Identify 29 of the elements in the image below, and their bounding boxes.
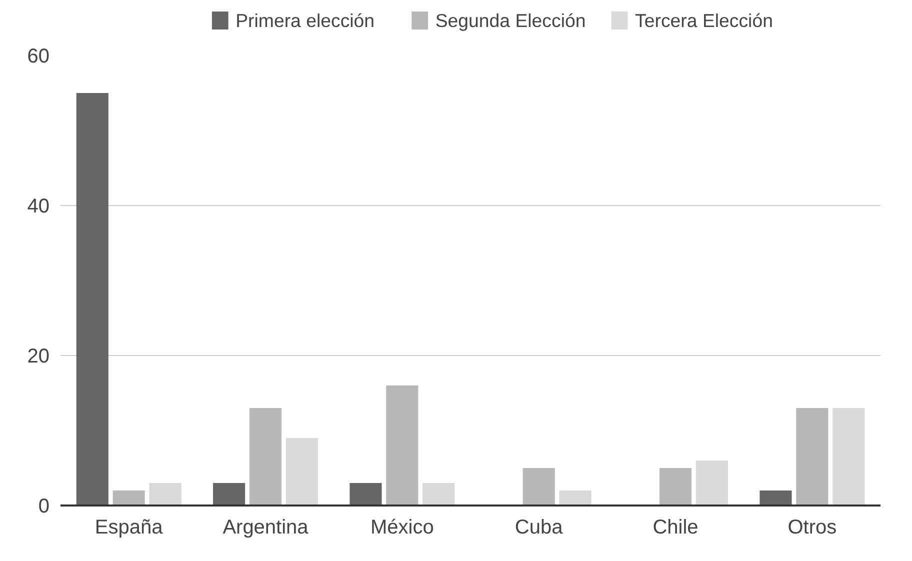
- legend-label: Segunda Elección: [435, 10, 586, 31]
- bar: [350, 483, 382, 506]
- bar: [149, 483, 182, 506]
- bar: [422, 483, 455, 506]
- bar: [832, 408, 865, 506]
- bar: [213, 483, 246, 506]
- bar: [696, 460, 728, 506]
- y-tick-label: 0: [38, 496, 50, 518]
- x-tick-label: Chile: [652, 516, 698, 538]
- bar: [112, 490, 145, 506]
- legend-label: Tercera Elección: [635, 10, 773, 31]
- bar: [249, 408, 282, 506]
- x-tick-label: Cuba: [514, 516, 564, 538]
- y-tick-label: 40: [27, 196, 50, 218]
- y-tick-label: 60: [27, 46, 50, 68]
- bar: [796, 408, 828, 506]
- x-tick-label: México: [370, 516, 434, 538]
- x-tick-label: Argentina: [222, 516, 310, 538]
- bar: [76, 93, 108, 506]
- bar: [522, 468, 555, 506]
- bar: [286, 438, 318, 506]
- legend-label: Primera elección: [236, 10, 375, 31]
- x-tick-label: España: [94, 516, 164, 538]
- bar: [760, 490, 792, 506]
- bar: [386, 386, 418, 506]
- bar: [559, 490, 592, 506]
- y-tick-label: 20: [27, 346, 50, 368]
- x-tick-label: Otros: [788, 516, 837, 538]
- bar: [659, 468, 692, 506]
